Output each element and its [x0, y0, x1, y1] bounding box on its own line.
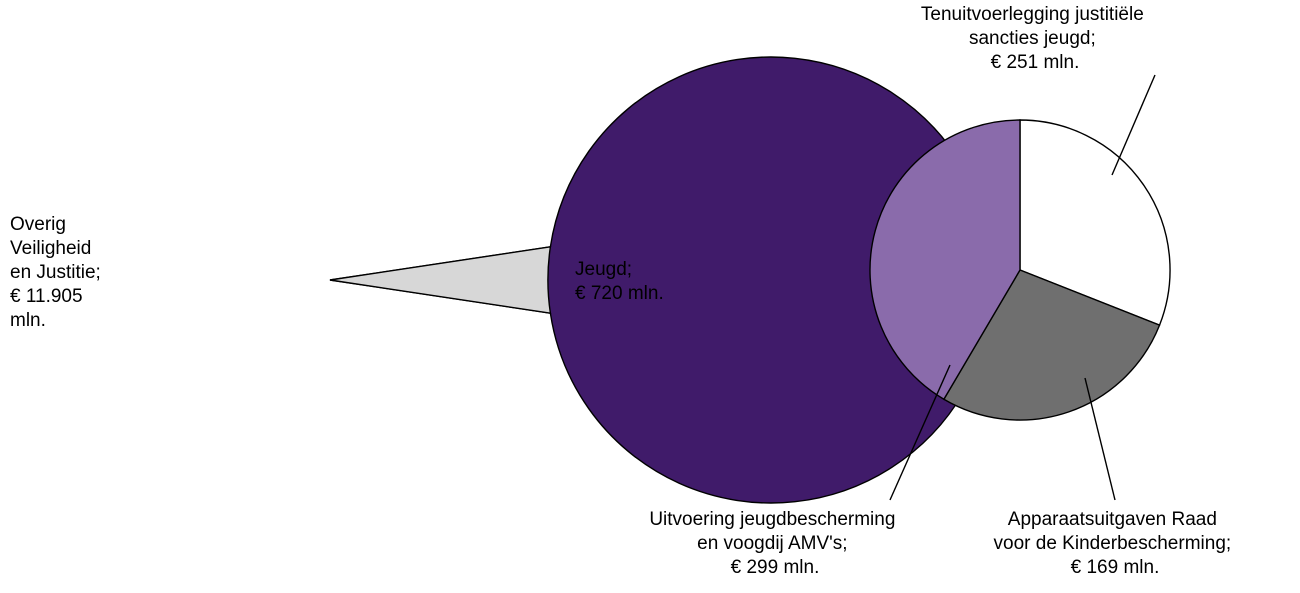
label-sancties-l3: € 251 mln.: [991, 52, 1080, 73]
label-uitvoering-l1: Uitvoering jeugdbescherming: [649, 509, 895, 530]
label-sancties-l1: Tenuitvoerlegging justitiële: [921, 4, 1144, 25]
label-uitvoering-l2: en voogdij AMV's;: [697, 533, 847, 554]
label-apparaat: Apparaatsuitgaven Raad voor de Kinderbes…: [994, 509, 1237, 578]
label-apparaat-l1: Apparaatsuitgaven Raad: [1008, 509, 1217, 530]
budget-pie-chart: Overig Veiligheid en Justitie; € 11.905 …: [0, 0, 1300, 593]
label-overig-l2: Veiligheid: [10, 238, 91, 259]
label-apparaat-l3: € 169 mln.: [1071, 557, 1160, 578]
label-apparaat-l2: voor de Kinderbescherming;: [994, 533, 1232, 554]
label-overig-l5: mln.: [10, 310, 46, 331]
label-sancties: Tenuitvoerlegging justitiële sancties je…: [921, 4, 1149, 73]
label-overig-l1: Overig: [10, 214, 66, 235]
label-overig: Overig Veiligheid en Justitie; € 11.905 …: [10, 214, 106, 331]
label-jeugd-l1: Jeugd;: [575, 259, 632, 280]
leader-sancties: [1112, 75, 1155, 175]
label-jeugd-l2: € 720 mln.: [575, 283, 664, 304]
label-uitvoering: Uitvoering jeugdbescherming en voogdij A…: [649, 509, 900, 578]
label-overig-l3: en Justitie;: [10, 262, 101, 283]
slice-jeugd: [330, 247, 550, 313]
sub-pie: [870, 120, 1170, 420]
label-uitvoering-l3: € 299 mln.: [731, 557, 820, 578]
label-overig-l4: € 11.905: [10, 286, 83, 307]
label-sancties-l2: sancties jeugd;: [969, 28, 1096, 49]
